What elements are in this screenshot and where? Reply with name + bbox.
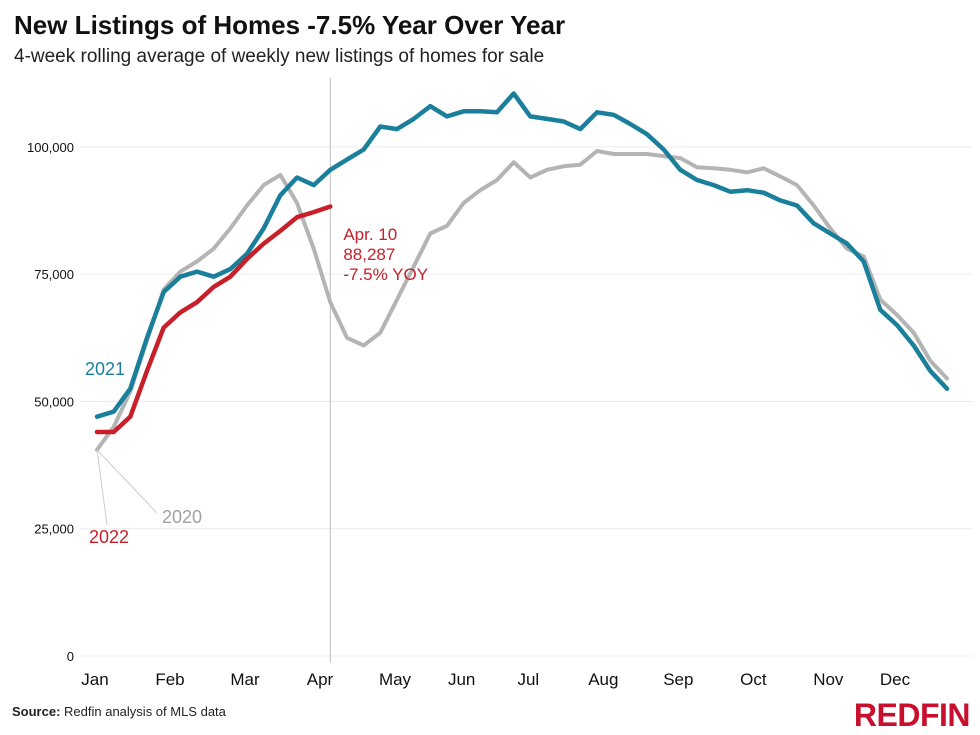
source-label: Source: bbox=[12, 704, 61, 719]
series-line-2022 bbox=[94, 204, 333, 435]
x-tick-label: Feb bbox=[155, 670, 184, 689]
annotation-value: 88,287 bbox=[343, 245, 395, 264]
series-line-2021 bbox=[94, 91, 950, 419]
x-tick-label: Dec bbox=[880, 670, 911, 689]
chart-subtitle: 4-week rolling average of weekly new lis… bbox=[14, 46, 545, 67]
series-label-2020: 2020 bbox=[162, 507, 202, 527]
y-tick-label: 25,000 bbox=[34, 522, 74, 537]
source-note: Source: Redfin analysis of MLS data bbox=[12, 704, 226, 719]
y-tick-label: 100,000 bbox=[27, 140, 74, 155]
x-tick-label: May bbox=[379, 670, 412, 689]
x-tick-label: Apr bbox=[307, 670, 334, 689]
y-tick-label: 50,000 bbox=[34, 394, 74, 409]
y-tick-label: 0 bbox=[67, 649, 74, 664]
chart-title: New Listings of Homes -7.5% Year Over Ye… bbox=[14, 10, 566, 40]
leader-line-2022 bbox=[96, 449, 108, 526]
source-text: Redfin analysis of MLS data bbox=[64, 704, 226, 719]
x-tick-label: Oct bbox=[740, 670, 767, 689]
x-tick-label: Sep bbox=[663, 670, 693, 689]
series-label-2021: 2021 bbox=[85, 359, 125, 379]
annotation-date: Apr. 10 bbox=[343, 225, 397, 244]
redfin-logo: REDFIN bbox=[853, 697, 971, 733]
x-tick-label: Jan bbox=[81, 670, 108, 689]
x-tick-label: Jun bbox=[448, 670, 475, 689]
series-label-2022: 2022 bbox=[89, 527, 129, 547]
x-tick-label: Mar bbox=[230, 670, 260, 689]
x-tick-label: Aug bbox=[588, 670, 618, 689]
leader-line-2020 bbox=[96, 449, 158, 514]
annotation-change: -7.5% YOY bbox=[343, 265, 428, 284]
labels: 0 25,000 50,000 75,000 100,000 Jan Feb Mar Apr Ma… bbox=[27, 140, 911, 689]
series-lines bbox=[94, 91, 950, 452]
x-tick-label: Jul bbox=[517, 670, 539, 689]
x-tick-label: Nov bbox=[813, 670, 844, 689]
gridlines bbox=[80, 146, 972, 657]
y-tick-label: 75,000 bbox=[34, 267, 74, 282]
series-line-2020 bbox=[95, 149, 949, 452]
